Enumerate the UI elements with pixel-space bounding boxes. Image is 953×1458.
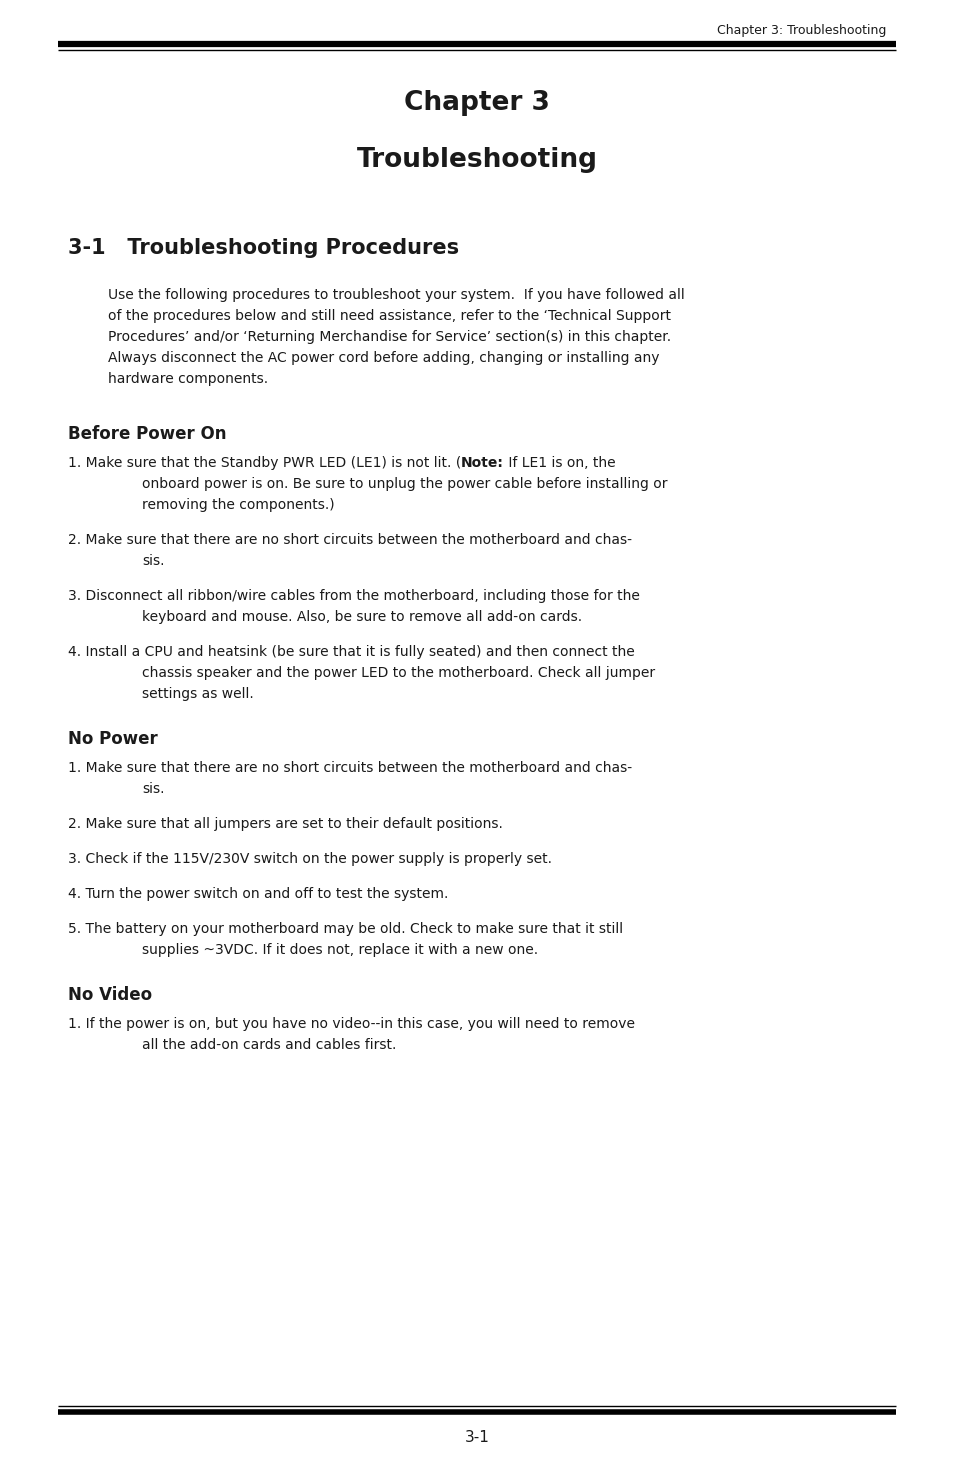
Text: removing the components.): removing the components.) bbox=[142, 499, 335, 512]
Text: If LE1 is on, the: If LE1 is on, the bbox=[503, 456, 615, 469]
Text: Chapter 3: Chapter 3 bbox=[404, 90, 549, 117]
Text: 1. Make sure that the Standby PWR LED (LE1) is not lit. (: 1. Make sure that the Standby PWR LED (L… bbox=[68, 456, 460, 469]
Text: 3-1   Troubleshooting Procedures: 3-1 Troubleshooting Procedures bbox=[68, 238, 458, 258]
Text: 1. If the power is on, but you have no video--in this case, you will need to rem: 1. If the power is on, but you have no v… bbox=[68, 1018, 635, 1031]
Text: keyboard and mouse. Also, be sure to remove all add-on cards.: keyboard and mouse. Also, be sure to rem… bbox=[142, 609, 581, 624]
Text: Troubleshooting: Troubleshooting bbox=[356, 147, 597, 174]
Text: sis.: sis. bbox=[142, 781, 164, 796]
Text: 1. Make sure that there are no short circuits between the motherboard and chas-: 1. Make sure that there are no short cir… bbox=[68, 761, 632, 776]
Text: 3. Check if the 115V/230V switch on the power supply is properly set.: 3. Check if the 115V/230V switch on the … bbox=[68, 851, 552, 866]
Text: Chapter 3: Troubleshooting: Chapter 3: Troubleshooting bbox=[716, 23, 885, 36]
Text: Always disconnect the AC power cord before adding, changing or installing any: Always disconnect the AC power cord befo… bbox=[108, 351, 659, 364]
Text: 2. Make sure that there are no short circuits between the motherboard and chas-: 2. Make sure that there are no short cir… bbox=[68, 534, 631, 547]
Text: No Power: No Power bbox=[68, 730, 157, 748]
Text: all the add-on cards and cables first.: all the add-on cards and cables first. bbox=[142, 1038, 395, 1053]
Text: settings as well.: settings as well. bbox=[142, 687, 253, 701]
Text: Procedures’ and/or ‘Returning Merchandise for Service’ section(s) in this chapte: Procedures’ and/or ‘Returning Merchandis… bbox=[108, 330, 670, 344]
Text: chassis speaker and the power LED to the motherboard. Check all jumper: chassis speaker and the power LED to the… bbox=[142, 666, 655, 679]
Text: 5. The battery on your motherboard may be old. Check to make sure that it still: 5. The battery on your motherboard may b… bbox=[68, 921, 622, 936]
Text: 2. Make sure that all jumpers are set to their default positions.: 2. Make sure that all jumpers are set to… bbox=[68, 816, 502, 831]
Text: Note:: Note: bbox=[460, 456, 503, 469]
Text: No Video: No Video bbox=[68, 986, 152, 1005]
Text: of the procedures below and still need assistance, refer to the ‘Technical Suppo: of the procedures below and still need a… bbox=[108, 309, 670, 324]
Text: 4. Install a CPU and heatsink (be sure that it is fully seated) and then connect: 4. Install a CPU and heatsink (be sure t… bbox=[68, 644, 634, 659]
Text: supplies ~3VDC. If it does not, replace it with a new one.: supplies ~3VDC. If it does not, replace … bbox=[142, 943, 537, 956]
Text: Use the following procedures to troubleshoot your system.  If you have followed : Use the following procedures to troubles… bbox=[108, 289, 684, 302]
Text: 3. Disconnect all ribbon/wire cables from the motherboard, including those for t: 3. Disconnect all ribbon/wire cables fro… bbox=[68, 589, 639, 604]
Text: Before Power On: Before Power On bbox=[68, 424, 226, 443]
Text: onboard power is on. Be sure to unplug the power cable before installing or: onboard power is on. Be sure to unplug t… bbox=[142, 477, 667, 491]
Text: 3-1: 3-1 bbox=[464, 1429, 489, 1445]
Text: 4. Turn the power switch on and off to test the system.: 4. Turn the power switch on and off to t… bbox=[68, 886, 448, 901]
Text: hardware components.: hardware components. bbox=[108, 372, 268, 386]
Text: sis.: sis. bbox=[142, 554, 164, 569]
